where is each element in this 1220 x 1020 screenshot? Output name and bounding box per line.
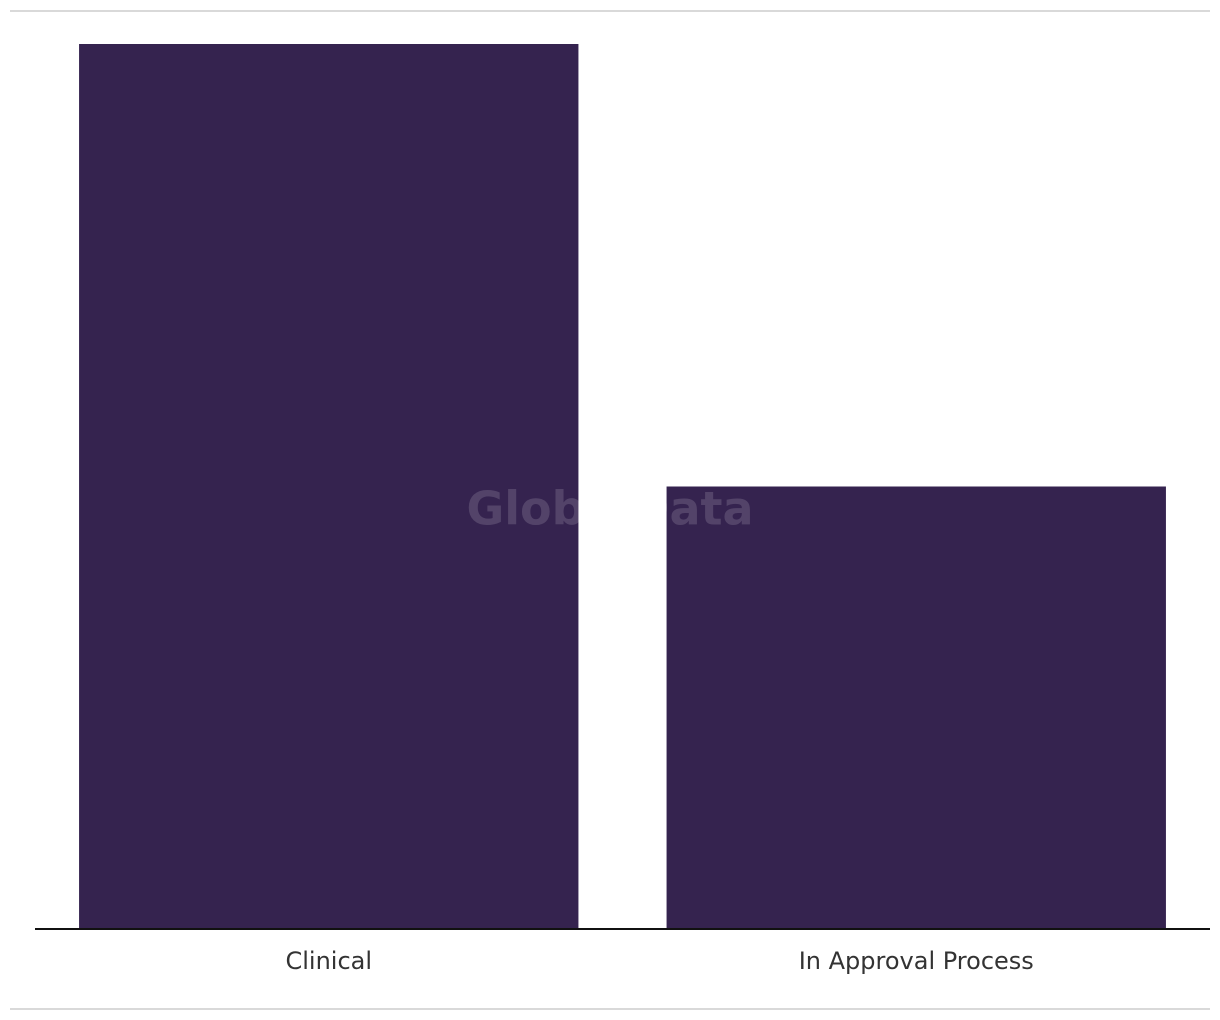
- x-tick-label: Clinical: [285, 947, 372, 975]
- bar: [666, 486, 1166, 929]
- x-tick-label: In Approval Process: [799, 947, 1034, 975]
- bar: [79, 44, 579, 929]
- watermark: GlobalData: [466, 482, 753, 536]
